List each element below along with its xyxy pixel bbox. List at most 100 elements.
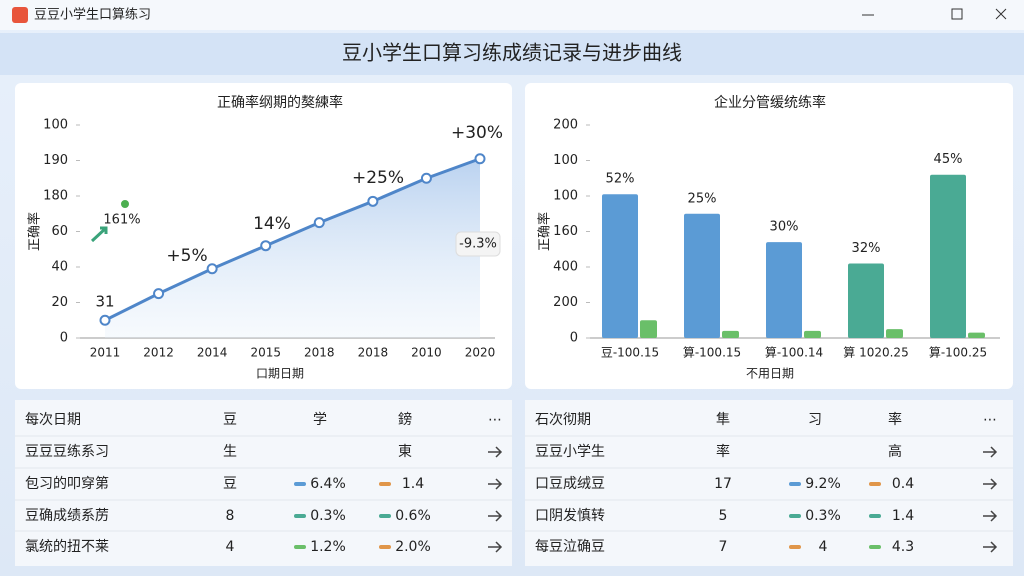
table-cell: 1.2%: [310, 539, 346, 555]
table-cell: 0.4: [892, 476, 914, 492]
chart-title: 企业分管缓统练率: [714, 94, 826, 111]
data-point: [153, 288, 165, 300]
row-arrow[interactable]: [983, 510, 998, 522]
table-cell: 2.0%: [395, 539, 431, 555]
y-tick-label: 20: [51, 295, 68, 310]
app-icon: [12, 7, 28, 23]
data-point: [420, 172, 432, 184]
table-cell: 17: [714, 476, 732, 492]
table-cell: 0.3%: [805, 508, 841, 524]
y-axis-label: 正确率: [537, 212, 553, 251]
data-point: [99, 314, 111, 326]
data-point: [367, 195, 379, 207]
table-cell: 4: [819, 539, 828, 555]
x-tick-label: 算-100.15: [683, 345, 741, 360]
table-cell: 率: [716, 443, 730, 460]
table-cell: 高: [888, 443, 902, 460]
bar: [968, 332, 985, 338]
table-cell: 4.3: [892, 539, 914, 555]
window-title: 豆豆小学生口算练习: [34, 7, 151, 23]
table-header: 率: [888, 411, 902, 428]
title-bar: [0, 0, 1024, 30]
table-cell: 生: [223, 444, 237, 460]
x-tick-label: 2010: [411, 346, 442, 360]
y-tick-label: 200: [553, 118, 578, 133]
table-header: 鎊: [398, 412, 412, 428]
bar-annotation: 45%: [934, 152, 963, 167]
data-point: [313, 217, 325, 229]
data-point: [474, 153, 486, 165]
x-tick-label: 算 1020.25: [843, 345, 908, 360]
row-arrow[interactable]: [983, 541, 998, 553]
table-cell: 1.4: [402, 476, 424, 492]
x-tick-label: 2018: [304, 346, 335, 360]
table-header: 学: [313, 412, 327, 428]
bar: [930, 174, 966, 338]
table-header: 豆: [223, 412, 237, 428]
x-tick-label: 2018: [358, 346, 389, 360]
line: [104, 157, 481, 322]
y-tick-label: 100: [43, 118, 68, 133]
table-cell: 口豆成绒豆: [535, 476, 605, 492]
bar-annotation: 30%: [770, 220, 799, 235]
table-cell: 6.4%: [310, 476, 346, 492]
table-cell: 豆: [223, 476, 237, 492]
row-arrow[interactable]: [983, 478, 998, 490]
table-cell: 8: [226, 508, 235, 524]
table-header: 每次日期: [25, 412, 81, 428]
table-cell: 4: [226, 539, 235, 555]
close-button[interactable]: [995, 8, 1007, 20]
x-axis-label: 不用日期: [746, 367, 794, 381]
table-cell: 5: [719, 508, 728, 524]
x-tick-label: 豆-100.15: [601, 346, 659, 360]
table-cell: 7: [719, 539, 728, 555]
annotation: +5%: [166, 246, 207, 266]
annotation: -9.3%: [459, 237, 497, 252]
table-cell: 9.2%: [805, 476, 841, 492]
table-cell: 口阴发慎转: [535, 508, 605, 524]
y-axis-label: 正确率: [27, 212, 43, 251]
more-button: ⋯: [488, 412, 502, 428]
bar: [722, 330, 739, 338]
bar-annotation: 52%: [606, 172, 635, 187]
bar-card: [525, 83, 1013, 389]
table-cell: 氯统的扭不莱: [25, 539, 109, 555]
annotation: +25%: [352, 168, 404, 188]
annotation-arrow: [90, 226, 108, 243]
annotation: 14%: [253, 214, 291, 234]
bar: [766, 242, 802, 338]
table-cell: 0.3%: [310, 508, 346, 524]
table-cell: 0.6%: [395, 508, 431, 524]
table-cell: 1.4: [892, 508, 914, 524]
y-tick-label: 160: [553, 224, 578, 239]
table-cell: 東: [398, 444, 412, 460]
y-tick-label: 400: [553, 260, 578, 275]
line-area: [105, 158, 480, 338]
page-title: 豆小学生口算习练成绩记录与进步曲线: [342, 41, 682, 65]
row-arrow[interactable]: [488, 510, 503, 522]
annotation-box: [455, 231, 501, 257]
x-axis-label: 口期日期: [256, 367, 304, 381]
y-tick-label: 180: [43, 189, 68, 204]
bar: [640, 320, 657, 338]
table-cell: 每豆泣确豆: [535, 539, 605, 555]
data-point: [260, 240, 272, 252]
table-header: 隼: [716, 412, 730, 428]
y-tick-label: 190: [43, 153, 68, 168]
bar: [684, 213, 720, 338]
row-arrow[interactable]: [983, 446, 998, 458]
x-tick-label: 2012: [143, 346, 174, 360]
row-arrow[interactable]: [488, 446, 503, 458]
chart-title: 正确率纲期的獒練率: [217, 94, 343, 111]
right-table: [525, 400, 1013, 566]
table-header: 石次彻期: [535, 412, 591, 428]
table-header: 习: [808, 412, 822, 428]
bar: [848, 263, 884, 338]
row-arrow[interactable]: [488, 478, 503, 490]
row-arrow[interactable]: [488, 541, 503, 553]
bar-annotation: 32%: [852, 241, 881, 256]
maximize-button[interactable]: [951, 8, 963, 20]
bar: [804, 330, 821, 338]
